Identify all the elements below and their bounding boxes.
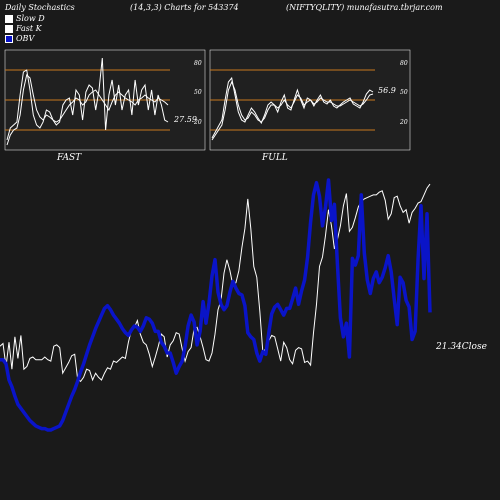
legend-obv-swatch	[5, 35, 13, 43]
fast-panel-label: FAST	[57, 153, 82, 163]
legend-slow-d-label: Slow D	[16, 14, 45, 23]
fast-tick-20: 20	[194, 119, 202, 126]
full-tick-20: 20	[400, 119, 408, 126]
close-price-label: 21.34Close	[436, 342, 487, 352]
full-tick-50: 50	[400, 89, 408, 96]
legend-obv: OBV	[5, 34, 34, 43]
full-stochastic-panel	[209, 49, 411, 151]
legend-fast-k-swatch	[5, 25, 13, 33]
fast-fast-k-line	[6, 57, 169, 141]
fast-tick-80: 80	[194, 60, 202, 67]
fast-tick-50: 50	[194, 89, 202, 96]
legend-obv-label: OBV	[16, 34, 35, 43]
chart-symbol: (NIFTYQLITY) munafasutra.tbrjar.com	[286, 3, 443, 12]
close-price-line	[0, 183, 431, 383]
legend-slow-d: Slow D	[5, 14, 45, 23]
full-fast-k-line	[211, 76, 374, 139]
fast-stochastic-panel	[4, 49, 206, 151]
fast-last-value: 27.59	[174, 115, 197, 124]
obv-line	[0, 178, 432, 432]
chart-params: (14,3,3) Charts for 543374	[130, 3, 239, 12]
full-tick-80: 80	[400, 60, 408, 67]
legend-fast-k-label: Fast K	[16, 24, 42, 33]
full-panel-label: FULL	[262, 153, 288, 163]
chart-title: Daily Stochastics	[5, 3, 75, 12]
legend-fast-k: Fast K	[5, 24, 42, 33]
fast-slow-d-line	[6, 74, 169, 146]
full-last-value: 56.9	[378, 86, 396, 95]
legend-slow-d-swatch	[5, 15, 13, 23]
